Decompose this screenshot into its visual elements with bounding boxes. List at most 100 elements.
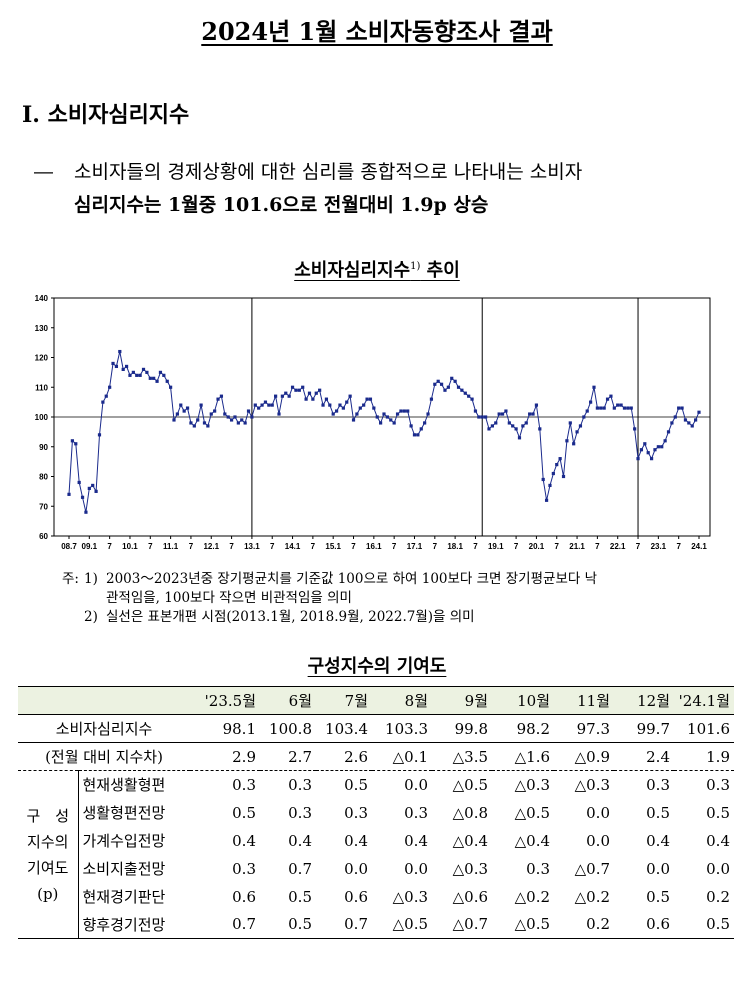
x-tick-label: 17.1 — [407, 542, 423, 551]
csi-data-point — [456, 385, 461, 389]
csi-data-point — [179, 403, 183, 407]
csi-line-chart: 60 70 80 90 100 110 120 130 140 08.7 09.1 7 10.1 7 11.… — [35, 294, 711, 551]
csi-data-point — [643, 442, 647, 446]
x-tick-label: 12.1 — [203, 542, 219, 551]
csi-data-point — [633, 427, 637, 431]
x-tick-label: 7 — [351, 542, 356, 551]
x-tick-label: 7 — [636, 542, 641, 551]
csi-data-point — [243, 421, 247, 425]
x-tick-label: 7 — [676, 542, 681, 551]
csi-data-point — [517, 436, 522, 440]
row-label: 생활형편전망 — [82, 804, 166, 822]
csi-data-point — [480, 415, 484, 419]
x-tick-label: 14.1 — [285, 542, 301, 551]
csi-data-point — [223, 412, 227, 416]
table-cell: 0.0 — [706, 859, 730, 878]
csi-data-point — [416, 433, 420, 437]
x-tick-label: 7 — [311, 542, 316, 551]
table-cell: 100.8 — [260, 714, 316, 743]
csi-data-point — [663, 439, 667, 443]
document-title: 2024년 1월 소비자동향조사 결과 — [201, 17, 553, 46]
csi-data-point — [500, 412, 505, 416]
csi-data-point — [653, 448, 657, 452]
x-tick-label: 15.1 — [325, 542, 341, 551]
csi-data-point — [104, 394, 108, 398]
dash-bullet: ― — [34, 161, 53, 183]
csi-data-point — [636, 457, 640, 461]
table-cell: 98.1 — [190, 714, 260, 743]
x-tick-label: 7 — [229, 542, 234, 551]
csi-data-point — [314, 391, 318, 395]
csi-data-point — [551, 471, 555, 476]
x-tick-label: 11.1 — [163, 542, 179, 551]
csi-data-point — [463, 391, 467, 395]
csi-data-point — [321, 403, 325, 407]
x-tick-label: 08.7 — [61, 542, 77, 551]
csi-data-point — [609, 394, 613, 398]
column-header: 9월 — [432, 686, 492, 715]
table-cell: △0.5 — [372, 910, 432, 939]
csi-data-point — [91, 483, 95, 488]
csi-data-point — [250, 415, 254, 419]
column-header: 8월 — [372, 686, 432, 715]
section-heading: Ⅰ. 소비자심리지수 — [22, 102, 190, 128]
csi-data-point — [473, 409, 478, 413]
table-cell: 0.5 — [288, 887, 312, 906]
table-cell: 0.5 — [646, 887, 670, 906]
csi-data-point — [368, 397, 373, 401]
csi-data-point — [84, 510, 88, 514]
csi-data-point — [392, 421, 396, 425]
csi-data-point — [446, 385, 450, 389]
csi-data-point — [114, 364, 119, 369]
table-cell: 0.3 — [706, 775, 730, 794]
csi-data-point — [138, 373, 142, 377]
csi-data-point — [290, 385, 295, 389]
x-tick-label: 21.1 — [569, 542, 585, 551]
csi-data-point — [365, 397, 369, 401]
table-cell: △0.7 — [432, 910, 492, 939]
x-tick-label: 13.1 — [244, 542, 260, 551]
csi-data-point — [209, 412, 213, 416]
column-header: 6월 — [260, 686, 316, 715]
x-tick-label: 19.1 — [488, 542, 504, 551]
csi-data-point — [555, 463, 559, 467]
x-tick-label: 10.1 — [122, 542, 138, 551]
csi-data-point — [680, 406, 684, 410]
table-cell: △3.5 — [432, 742, 492, 771]
table-cell: 2.7 — [260, 742, 316, 771]
csi-data-point — [372, 406, 376, 410]
csi-data-point — [683, 418, 688, 422]
note-1-text: 2003～2023년중 장기평균치를 기준값 100으로 하여 100보다 크면… — [106, 571, 597, 587]
table-cell: 1.9 — [674, 742, 734, 771]
table-cell: 0.5 — [232, 803, 256, 822]
csi-data-point — [626, 406, 630, 410]
csi-data-point — [395, 412, 400, 416]
csi-data-point — [229, 418, 234, 422]
csi-data-point — [236, 421, 240, 425]
table-cell: 0.5 — [646, 803, 670, 822]
csi-data-point — [67, 492, 71, 496]
csi-data-point — [341, 406, 345, 410]
csi-data-point — [460, 388, 464, 392]
table-cell: 0.0 — [404, 775, 428, 794]
table-cell: 103.3 — [372, 714, 432, 743]
csi-data-point — [141, 367, 146, 371]
chart-notes: 주: 1) 2003～2023년중 장기평균치를 기준값 100으로 하여 10… — [62, 570, 742, 627]
csi-data-point — [131, 370, 135, 374]
csi-data-point — [616, 403, 620, 407]
csi-data-point — [568, 421, 572, 425]
csi-data-point — [189, 421, 193, 425]
table-cell: 0.3 — [232, 859, 256, 878]
x-tick-label: 20.1 — [529, 542, 545, 551]
contribution-table: '23.5월 6월 7월 8월 9월 10월 11월 12월 '24.1월 소비… — [18, 686, 734, 939]
csi-data-point — [477, 415, 481, 419]
row-label: 현재경기판단 — [82, 888, 166, 906]
csi-data-point — [199, 403, 203, 407]
csi-data-point — [572, 442, 576, 446]
csi-data-point — [351, 418, 356, 422]
header-blank — [18, 686, 190, 715]
y-tick-label: 140 — [35, 294, 49, 303]
csi-data-point — [389, 418, 393, 422]
table-cell: △0.5 — [514, 803, 550, 822]
table-cell: 99.7 — [614, 714, 674, 743]
